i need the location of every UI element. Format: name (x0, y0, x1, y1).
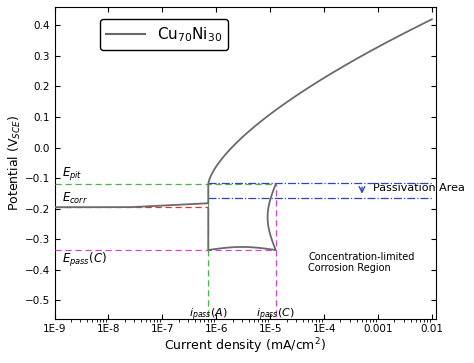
Y-axis label: Potential (V$_{SCE}$): Potential (V$_{SCE}$) (7, 115, 23, 211)
Text: $i_{pass}(A)$: $i_{pass}(A)$ (189, 307, 228, 323)
Text: $E_{pit}$: $E_{pit}$ (63, 166, 83, 183)
X-axis label: Current density (mA/cm$^2$): Current density (mA/cm$^2$) (164, 337, 327, 356)
Text: $i_{pass}(C)$: $i_{pass}(C)$ (256, 307, 295, 323)
Text: Concentration-limited
Corrosion Region: Concentration-limited Corrosion Region (308, 252, 414, 273)
Text: Passivation Area: Passivation Area (373, 183, 465, 193)
Text: $E_{corr}$: $E_{corr}$ (63, 191, 89, 206)
Legend: Cu$_{70}$Ni$_{30}$: Cu$_{70}$Ni$_{30}$ (100, 19, 228, 50)
Text: $E_{pass}(C)$: $E_{pass}(C)$ (63, 250, 108, 269)
